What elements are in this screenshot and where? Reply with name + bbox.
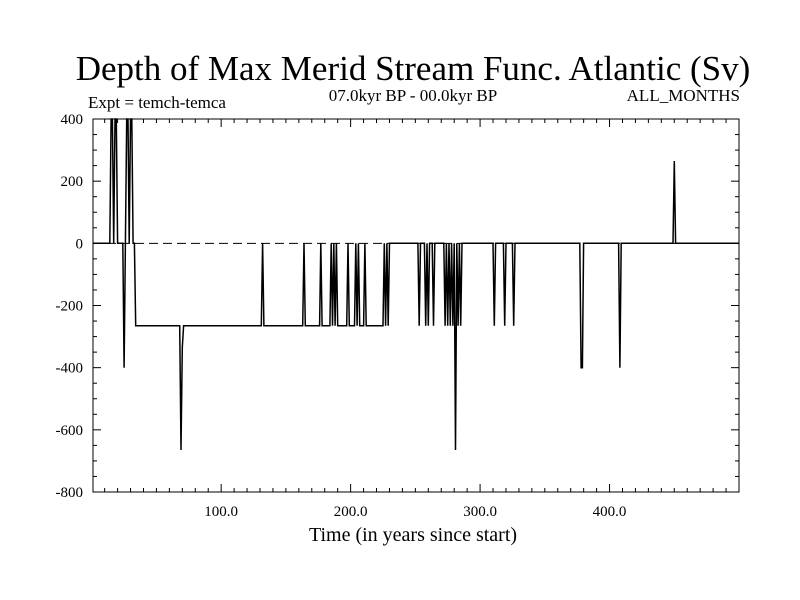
chart-subtitle-left: Expt = temch-temca — [88, 93, 226, 112]
x-tick-label: 300.0 — [463, 504, 497, 520]
chart-title: Depth of Max Merid Stream Func. Atlantic… — [76, 49, 751, 88]
x-tick-label: 100.0 — [204, 504, 238, 520]
series-line-1 — [93, 118, 739, 451]
y-tick-label: 400 — [61, 112, 84, 128]
y-tick-label: -600 — [56, 423, 84, 439]
x-tick-label: 200.0 — [334, 504, 368, 520]
plot-frame — [92, 118, 740, 493]
x-axis-label: Time (in years since start) — [309, 524, 517, 546]
chart-subtitle-right: ALL_MONTHS — [627, 86, 740, 105]
chart-subtitle-center: 07.0kyr BP - 00.0kyr BP — [329, 86, 497, 105]
y-tick-label: -800 — [56, 485, 84, 501]
y-tick-label: -200 — [56, 299, 84, 315]
y-tick-label: 0 — [76, 236, 84, 252]
x-tick-label: 400.0 — [593, 504, 627, 520]
y-tick-label: 200 — [61, 174, 84, 190]
y-tick-label: -400 — [56, 361, 84, 377]
